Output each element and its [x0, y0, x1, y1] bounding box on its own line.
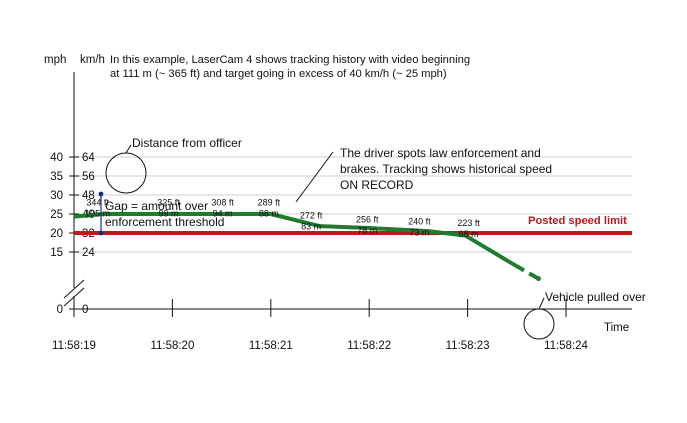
distance-label-ft: 240 ft [408, 217, 431, 227]
distance-label-m: 99 m [158, 209, 178, 219]
distance-label-m: 88 m [259, 209, 279, 219]
posted-speed-limit-label: Posted speed limit [528, 215, 627, 227]
distance-label-m: 78 m [357, 226, 377, 236]
mph-axis-label: mph [44, 54, 66, 66]
speed-series [73, 212, 541, 282]
distance-from-officer-label: Distance from officer [132, 136, 242, 150]
gap-label-line-1: Gap = amount over [105, 199, 208, 213]
mph-tick-label: 35 [50, 171, 63, 183]
x-tick-label: 11:58:20 [150, 340, 194, 352]
intro-text-line-2: at 111 m (~ 365 ft) and target going in … [110, 68, 447, 80]
distance-label-ft: 344 ft [86, 198, 109, 208]
mph-tick-label: 25 [50, 209, 63, 221]
distance-callout-pointer [125, 144, 132, 154]
driver-spots-pointer [295, 151, 334, 203]
final-speed-point [535, 276, 541, 282]
vehicle-pulled-over-pointer [538, 297, 545, 310]
kmh-axis-label: km/h [80, 54, 105, 66]
distance-label-ft: 289 ft [258, 198, 281, 208]
kmh-tick-label: 48 [82, 190, 95, 202]
distance-label-ft: 256 ft [356, 215, 379, 225]
gap-indicator-bottom-dot [98, 230, 104, 236]
distance-label-m: 94 m [213, 209, 233, 219]
distance-label-ft: 308 ft [211, 198, 234, 208]
distance-label-m: 68 m [459, 229, 479, 239]
kmh-tick-label: 0 [82, 304, 88, 316]
driver-spots-line-3: ON RECORD [340, 178, 414, 192]
x-tick-label: 11:58:19 [52, 340, 96, 352]
x-axis-ticks: 11:58:19 11:58:20 11:58:21 11:58:22 11:58:23… [52, 299, 589, 352]
kmh-tick-label: 56 [82, 171, 95, 183]
x-tick-label: 11:58:21 [249, 340, 293, 352]
kmh-tick-label: 24 [82, 247, 95, 259]
distance-label-ft: 325 ft [157, 198, 180, 208]
distance-label-m: 83 m [301, 222, 321, 232]
driver-spots-line-2: brakes. Tracking shows historical speed [340, 162, 552, 176]
distance-label-m: 73 m [409, 228, 429, 238]
distance-label-m: 105 m [85, 209, 110, 219]
speed-line [73, 212, 513, 266]
mph-tick-label: 20 [50, 228, 63, 240]
x-axis-title: Time [604, 322, 629, 334]
mph-tick-label: 15 [50, 247, 63, 259]
distance-callout-circle [105, 152, 147, 194]
x-tick-label: 11:58:23 [446, 340, 490, 352]
mph-tick-label: 40 [50, 152, 63, 164]
y-axis-break-mark-2 [63, 287, 85, 307]
mph-tick-label: 0 [57, 304, 63, 316]
distance-label-ft: 223 ft [457, 218, 480, 228]
x-tick-label: 11:58:22 [347, 340, 391, 352]
gap-label-line-2: enforcement threshold [105, 215, 224, 229]
gap-indicator-top-dot [98, 191, 104, 197]
intro-text-line-1: In this example, LaserCam 4 shows tracki… [110, 54, 470, 66]
distance-label-ft: 272 ft [300, 211, 323, 221]
speed-line-dashed-tail [510, 261, 540, 281]
vehicle-pulled-over-label: Vehicle pulled over [545, 290, 646, 304]
kmh-tick-label: 64 [82, 152, 95, 164]
driver-spots-line-1: The driver spots law enforcement and [340, 146, 541, 160]
vehicle-pulled-over-circle [523, 308, 555, 340]
y-axis-break-mark-1 [63, 279, 85, 299]
x-tick-label: 11:58:24 [544, 340, 589, 352]
mph-tick-label: 30 [50, 190, 63, 202]
